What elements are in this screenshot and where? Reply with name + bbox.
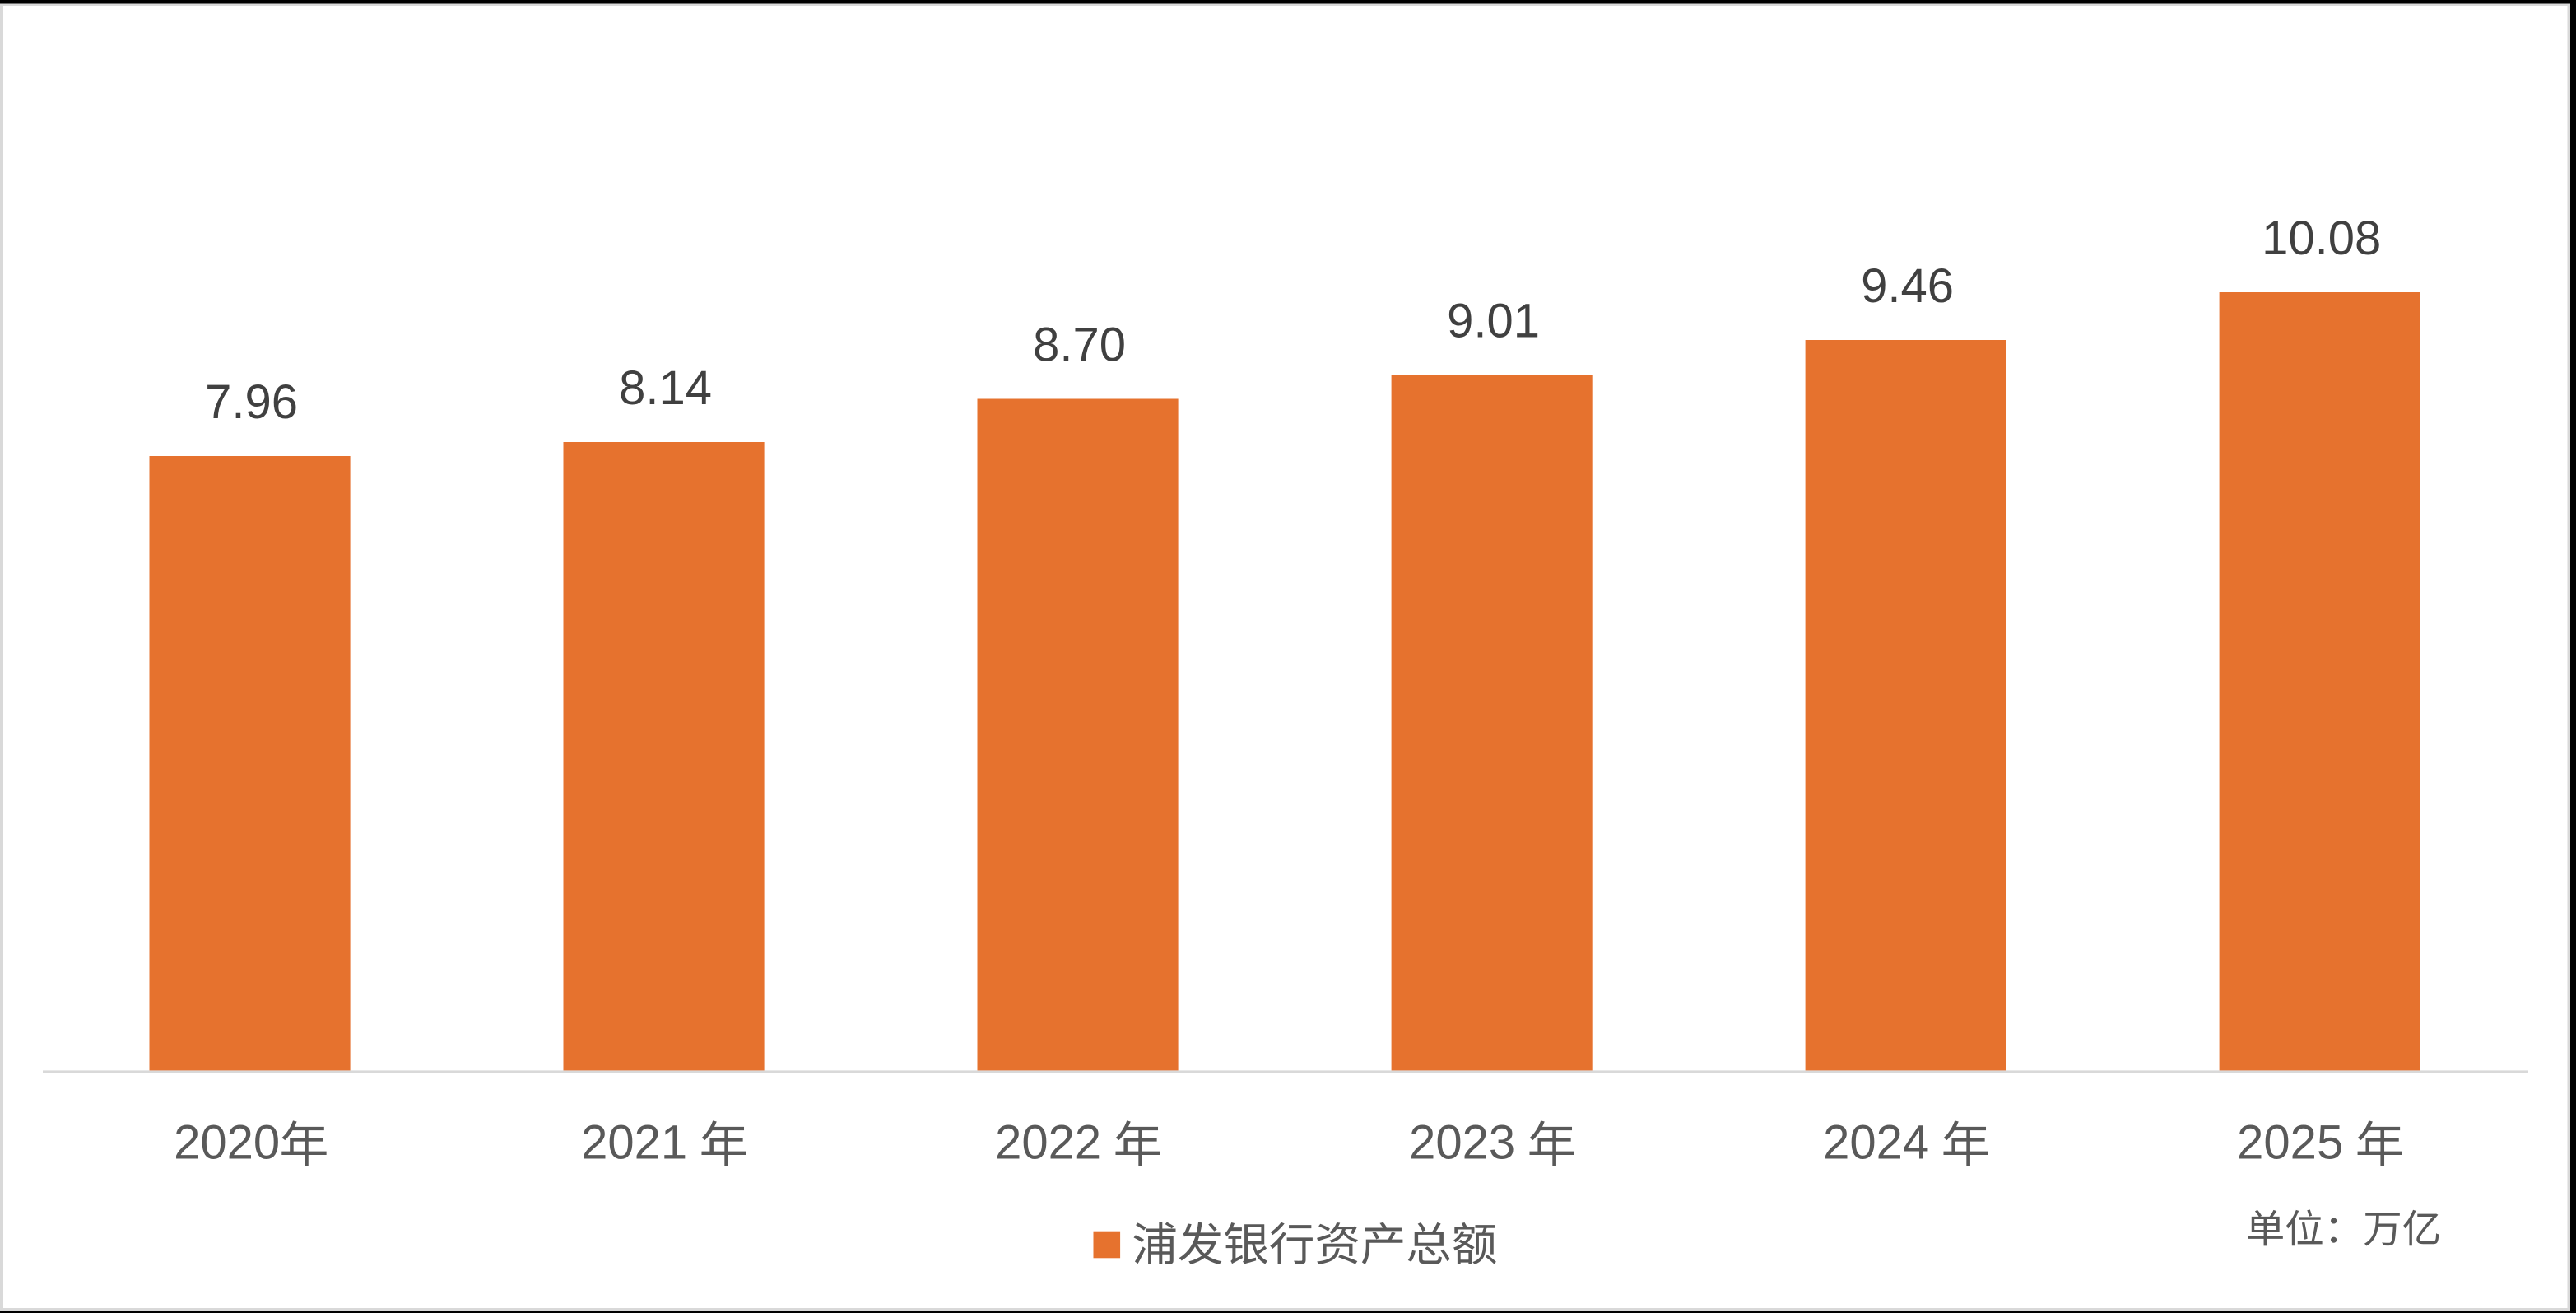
svg-text:9.01: 9.01 — [1447, 295, 1540, 348]
svg-text:8.70: 8.70 — [1033, 319, 1126, 372]
svg-text:2020: 2020 — [174, 1116, 280, 1170]
svg-text:10.08: 10.08 — [2262, 212, 2381, 265]
svg-text:9.46: 9.46 — [1861, 259, 1954, 313]
svg-text:7.96: 7.96 — [205, 375, 298, 429]
svg-text:8.14: 8.14 — [619, 361, 712, 415]
svg-text:2023: 2023 — [1409, 1116, 1515, 1170]
svg-text:2022: 2022 — [995, 1116, 1101, 1170]
svg-text:2024: 2024 — [1823, 1116, 1929, 1170]
svg-text:2021: 2021 — [581, 1116, 687, 1170]
svg-text:2025: 2025 — [2237, 1116, 2343, 1170]
